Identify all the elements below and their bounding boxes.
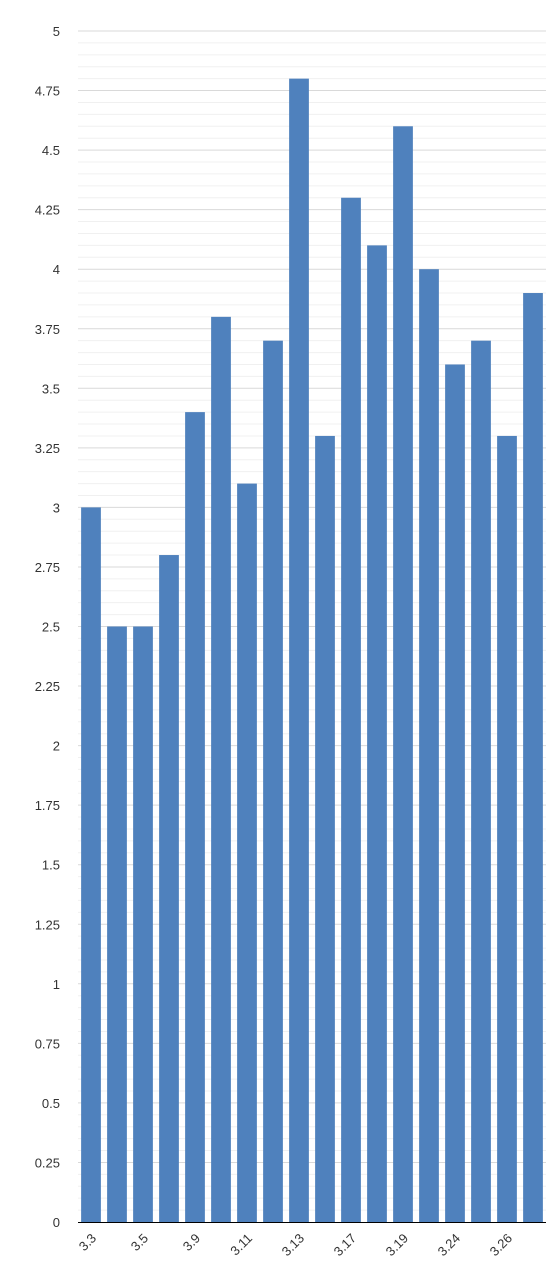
bar (81, 507, 101, 1222)
x-tick-label: 3.11 (227, 1231, 255, 1259)
y-tick-label: 4 (53, 262, 60, 277)
y-tick-label: 5 (53, 24, 60, 39)
y-tick-label: 4.75 (35, 84, 60, 99)
bar (445, 364, 465, 1223)
bar (341, 197, 361, 1223)
y-tick-label: 2.75 (35, 560, 60, 575)
y-tick-label: 0.5 (42, 1096, 60, 1111)
bar (185, 412, 205, 1222)
x-tick-label: 3.17 (331, 1231, 360, 1260)
y-tick-label: 1.25 (35, 917, 60, 932)
y-tick-label: 3.25 (35, 441, 60, 456)
y-tick-label: 2 (53, 739, 60, 754)
bar (211, 316, 231, 1223)
y-tick-label: 2.5 (42, 620, 60, 635)
bars (81, 78, 543, 1223)
x-tick-label: 3.26 (487, 1231, 516, 1260)
x-tick-label: 3.3 (76, 1231, 99, 1254)
bar (367, 245, 387, 1222)
bar (237, 483, 257, 1223)
bar (289, 78, 309, 1222)
bar (419, 269, 439, 1222)
y-tick-label: 0.75 (35, 1036, 60, 1051)
bar (263, 340, 283, 1222)
y-tick-label: 1.5 (42, 858, 60, 873)
y-tick-label: 3 (53, 500, 60, 515)
x-tick-label: 3.9 (180, 1231, 203, 1254)
x-tick-label: 3.5 (128, 1231, 151, 1254)
bar (497, 435, 517, 1222)
bar (133, 626, 153, 1222)
y-tick-label: 4.25 (35, 203, 60, 218)
x-tick-label: 3.19 (383, 1231, 412, 1260)
bar (523, 293, 543, 1222)
y-tick-labels: 0 0.25 0.5 0.75 1 1.25 1.5 1.75 2 2.25 2.5 2.75 3 3.2… (35, 24, 60, 1230)
y-tick-label: 2.25 (35, 679, 60, 694)
y-tick-label: 1.75 (35, 798, 60, 813)
x-tick-label: 3.24 (435, 1231, 464, 1260)
gridlines (78, 30, 546, 1211)
y-tick-label: 0 (53, 1215, 60, 1230)
y-tick-label: 3.75 (35, 322, 60, 337)
x-tick-label: 3.13 (279, 1231, 308, 1260)
y-tick-label: 3.5 (42, 381, 60, 396)
bar (393, 126, 413, 1222)
bar (315, 435, 335, 1222)
bar (159, 555, 179, 1222)
bar (107, 626, 127, 1222)
y-tick-label: 1 (53, 977, 60, 992)
bar (471, 340, 491, 1222)
x-tick-labels: 3.3 3.5 3.9 3.11 3.13 3.17 3.19 3.24 3.26 (76, 1231, 515, 1260)
y-tick-label: 0.25 (35, 1155, 60, 1170)
y-tick-label: 4.5 (42, 143, 60, 158)
